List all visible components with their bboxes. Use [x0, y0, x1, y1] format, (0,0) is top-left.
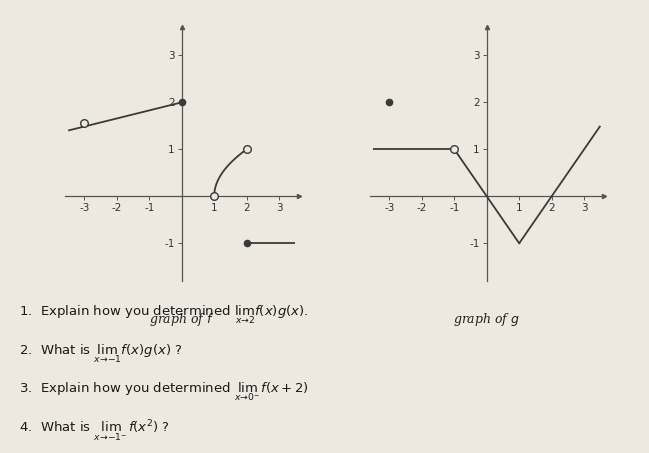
Text: graph of $f$: graph of $f$	[149, 311, 215, 328]
Text: 2.  What is $\lim_{x\to-1} f(x)g(x)$ ?: 2. What is $\lim_{x\to-1} f(x)g(x)$ ?	[19, 342, 183, 365]
Text: 3.  Explain how you determined $\lim_{x\to0^-} f(x+2)$: 3. Explain how you determined $\lim_{x\t…	[19, 381, 310, 403]
Text: graph of $g$: graph of $g$	[453, 311, 520, 328]
Text: 1.  Explain how you determined $\lim_{x\to2} f(x)g(x)$.: 1. Explain how you determined $\lim_{x\t…	[19, 304, 309, 326]
Text: 4.  What is $\lim_{x\to-1^-} f(x^2)$ ?: 4. What is $\lim_{x\to-1^-} f(x^2)$ ?	[19, 419, 171, 444]
